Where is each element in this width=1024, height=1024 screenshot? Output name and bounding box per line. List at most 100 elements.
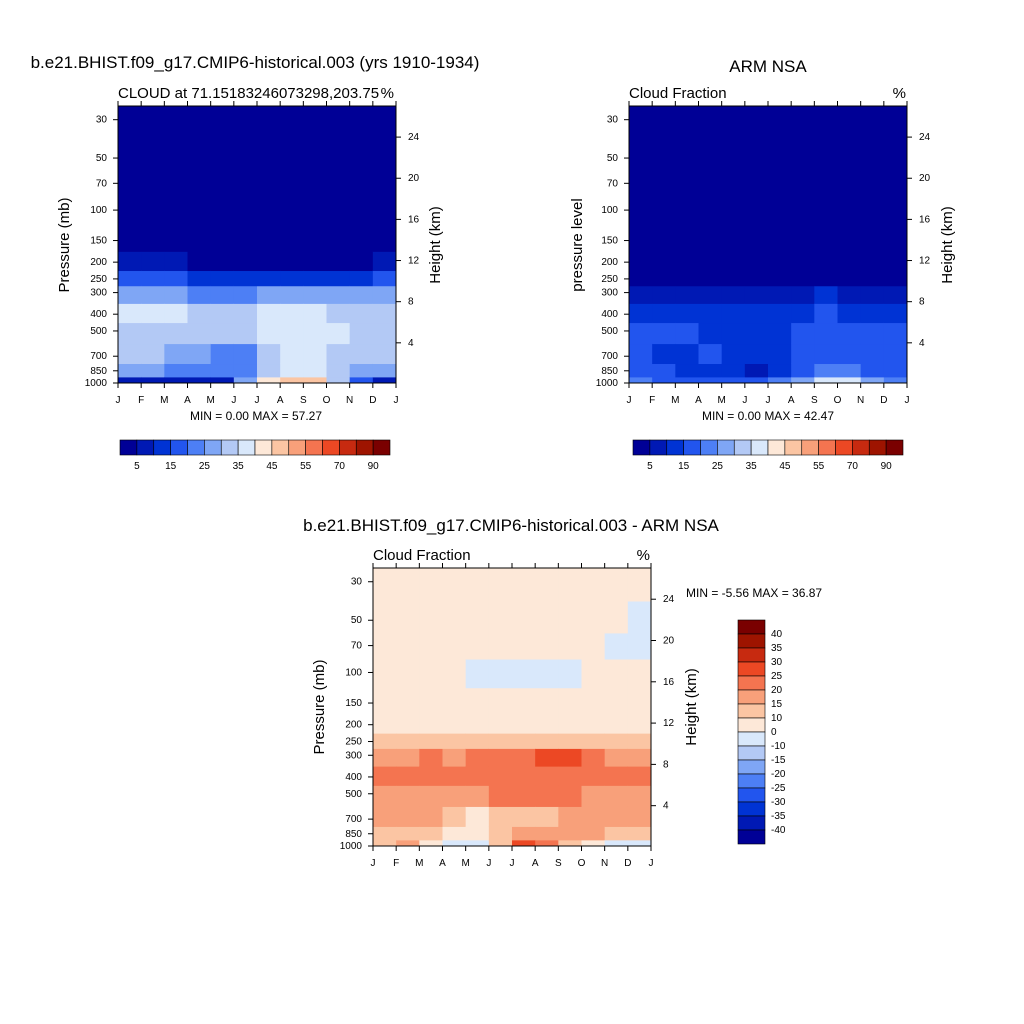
heatmap-cell: [326, 285, 351, 304]
heatmap-cell: [604, 713, 629, 734]
heatmap-cell: [257, 343, 281, 365]
heatmap-cell: [721, 270, 746, 287]
heatmap-cell: [257, 322, 281, 345]
heatmap-cell: [303, 303, 327, 324]
heatmap-cell: [419, 748, 443, 767]
heatmap-cell: [187, 285, 212, 304]
heatmap-cell: [744, 376, 769, 384]
heatmap-cell: [280, 343, 304, 365]
heatmap-cell: [372, 196, 397, 226]
heatmap-cell: [768, 303, 792, 324]
heatmap-cell: [233, 138, 258, 172]
x-tick-label: A: [277, 395, 284, 406]
heatmap-cell: [349, 106, 374, 140]
colorbar-swatch: [737, 675, 766, 691]
heatmap-cell: [257, 106, 281, 140]
heatmap-cell: [535, 632, 559, 660]
heatmap-cell: [164, 285, 188, 304]
heatmap-cell: [141, 343, 165, 365]
heatmap-cell: [303, 363, 327, 378]
heatmap-cell: [373, 713, 397, 734]
heatmap-cell: [581, 826, 606, 841]
heatmap-cell: [604, 632, 629, 660]
y2-tick-label: 16: [919, 214, 931, 225]
heatmap-cell: [652, 270, 676, 287]
heatmap-cell: [744, 251, 769, 272]
colorbar-swatch: [254, 439, 273, 456]
heatmap-cell: [373, 600, 397, 634]
heatmap-cell: [814, 225, 838, 252]
heatmap-cell: [419, 766, 443, 786]
heatmap-cell: [141, 170, 165, 198]
heatmap-cell: [488, 600, 513, 634]
heatmap-cell: [512, 839, 536, 847]
x-tick-label: S: [811, 395, 818, 406]
heatmap-cell: [791, 196, 815, 226]
heatmap-cell: [883, 376, 908, 384]
heatmap-cell: [280, 138, 304, 172]
heatmap-cell: [837, 138, 862, 172]
heatmap-cell: [652, 170, 676, 198]
heatmap-cell: [396, 713, 420, 734]
heatmap-cell: [627, 748, 652, 767]
x-tick-label: J: [231, 395, 236, 406]
heatmap-cell: [558, 659, 582, 689]
heatmap-cell: [257, 363, 281, 378]
heatmap-cell: [442, 568, 467, 602]
heatmap-cell: [768, 270, 792, 287]
colorbar-swatch: [835, 439, 853, 456]
diff-min-max: MIN = -5.56 MAX = 36.87: [686, 586, 822, 600]
colorbar-tick-label: 90: [881, 461, 893, 472]
heatmap-cell: [118, 138, 142, 172]
heatmap-cell: [326, 196, 351, 226]
heatmap-cell: [627, 806, 652, 827]
y-tick-label: 30: [96, 115, 108, 126]
model-heatmap: [118, 106, 397, 384]
diff-panel: b.e21.BHIST.f09_g17.CMIP6-historical.003…: [303, 516, 822, 869]
heatmap-cell: [652, 322, 676, 345]
heatmap-cell: [581, 687, 606, 715]
model-colorbar: 5 15 25 35 45 55 70 90: [119, 439, 391, 472]
heatmap-cell: [118, 106, 142, 140]
x-tick-label: A: [788, 395, 795, 406]
x-tick-label: M: [206, 395, 214, 406]
heatmap-cell: [675, 196, 699, 226]
heatmap-cell: [744, 225, 769, 252]
heatmap-cell: [280, 376, 304, 384]
heatmap-cell: [721, 196, 746, 226]
colorbar-tick-label: 30: [771, 657, 783, 668]
heatmap-cell: [558, 806, 582, 827]
heatmap-cell: [396, 632, 420, 660]
heatmap-cell: [629, 170, 653, 198]
heatmap-cell: [465, 766, 490, 786]
obs-panel: ARM NSA Cloud Fraction % J F M A M J J A S O N D J 30…: [569, 57, 956, 472]
heatmap-cell: [744, 343, 769, 365]
model-axes: J F M A M J J A S O N D J 30 50 70 100 150 200 250 300 400 500…: [85, 101, 420, 406]
heatmap-cell: [698, 303, 723, 324]
heatmap-cell: [372, 343, 397, 365]
heatmap-cell: [280, 170, 304, 198]
heatmap-cell: [627, 713, 652, 734]
diff-y2-axis-label: Height (km): [683, 668, 700, 746]
heatmap-cell: [698, 363, 723, 378]
heatmap-cell: [141, 363, 165, 378]
x-tick-label: M: [415, 858, 423, 869]
colorbar-tick-label: 55: [300, 461, 312, 472]
heatmap-cell: [373, 839, 397, 847]
heatmap-cell: [396, 766, 420, 786]
heatmap-cell: [512, 766, 536, 786]
heatmap-cell: [629, 106, 653, 140]
colorbar-tick-label: 45: [779, 461, 791, 472]
y-tick-label: 250: [90, 274, 107, 285]
heatmap-cell: [280, 225, 304, 252]
heatmap-cell: [349, 303, 374, 324]
colorbar-swatch: [237, 439, 256, 456]
heatmap-cell: [419, 713, 443, 734]
heatmap-cell: [837, 170, 862, 198]
heatmap-cell: [210, 343, 235, 365]
x-tick-label: M: [717, 395, 725, 406]
x-tick-label: M: [671, 395, 679, 406]
heatmap-cell: [558, 839, 582, 847]
heatmap-cell: [303, 343, 327, 365]
heatmap-cell: [814, 196, 838, 226]
